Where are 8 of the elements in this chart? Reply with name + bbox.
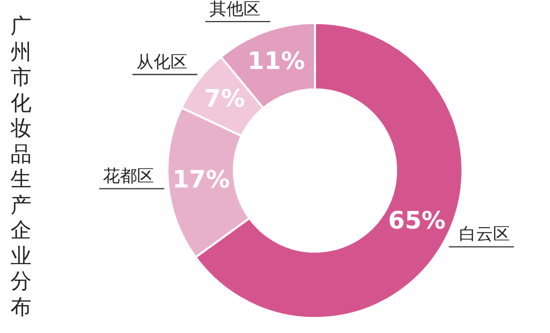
slice-label: 白云区: [458, 224, 510, 245]
slice-label: 从化区: [136, 52, 188, 72]
data-label: 11%: [248, 47, 306, 76]
slice-label: 其他区: [209, 0, 260, 20]
chart-title: 广州市化妆品生产企业分布: [10, 14, 32, 318]
data-label: 17%: [172, 165, 230, 194]
data-label: 65%: [388, 206, 446, 235]
slice-label: 花都区: [103, 166, 154, 187]
